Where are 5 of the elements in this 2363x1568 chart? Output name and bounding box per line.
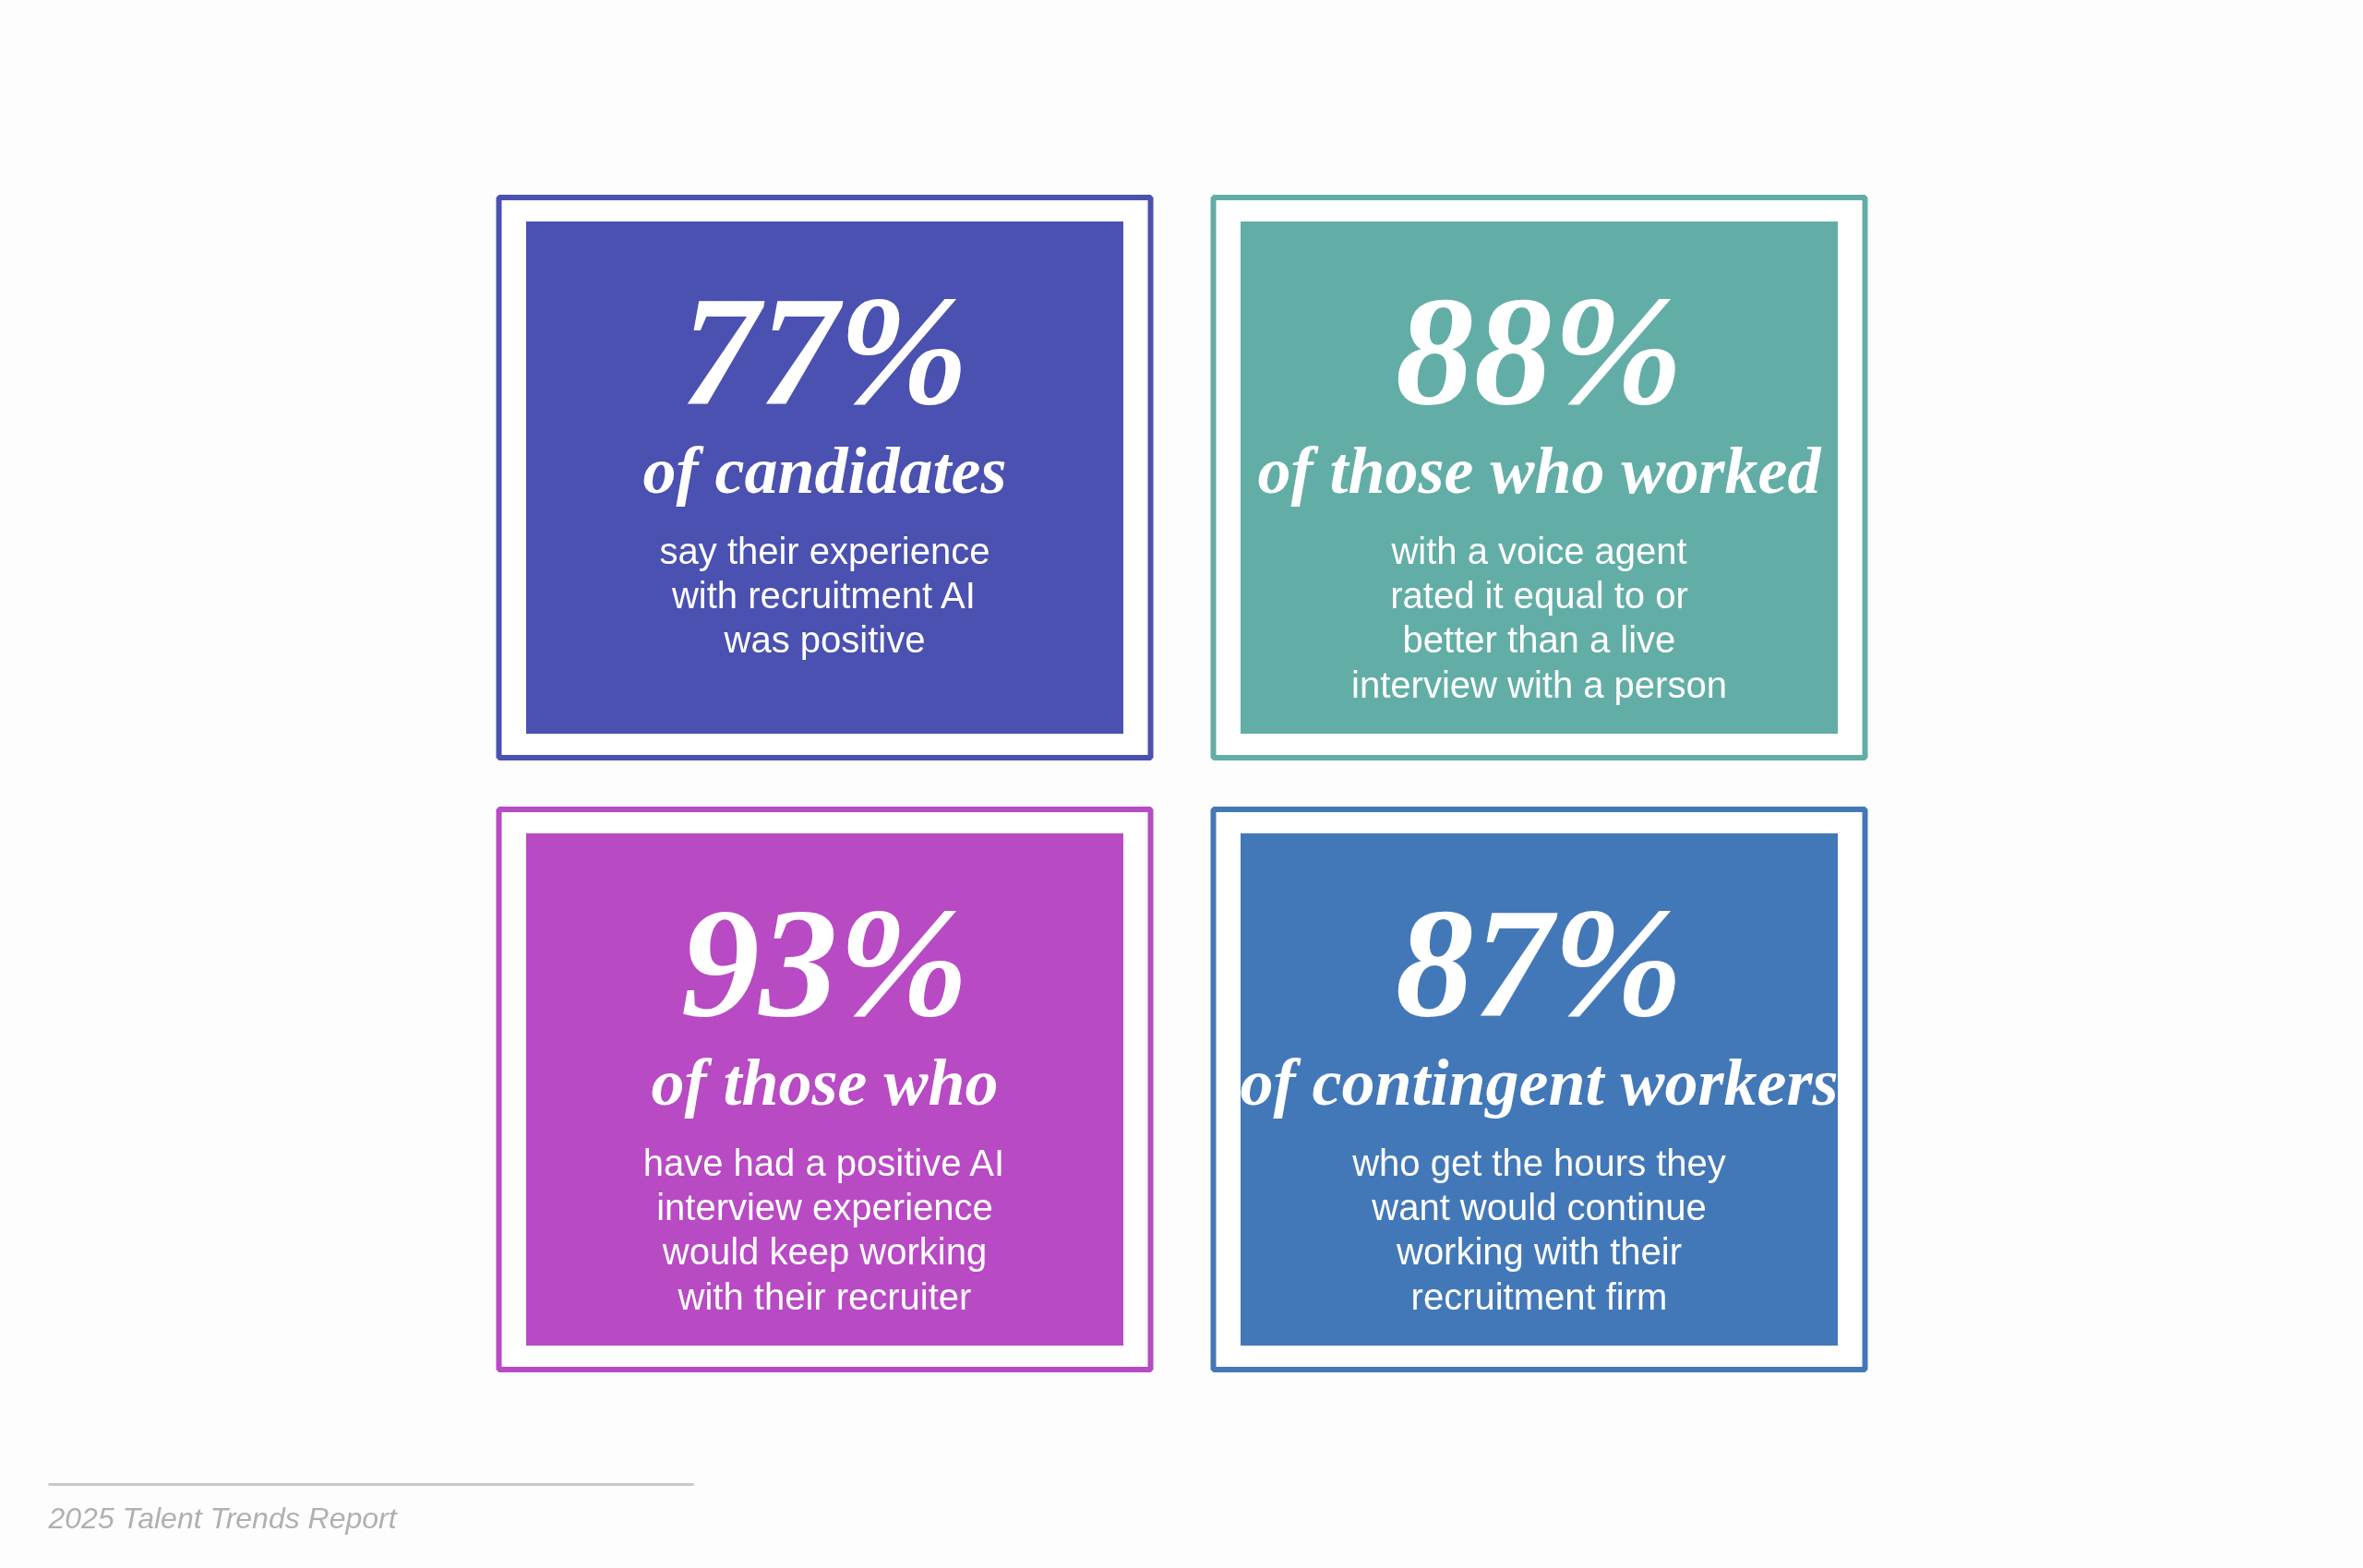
text: 2025 Talent Trends Report (47, 1501, 398, 1535)
text: have had a positive AI interview experience would keep working with their recruiter (642, 1142, 1005, 1317)
text: say their experience with recruitment AI was positive (659, 530, 990, 661)
text: with a voice agent rated it equal to or better than a live interview with a person (1351, 530, 1727, 705)
text: who get the hours they want would continue working with their recruitment firm (1351, 1142, 1726, 1317)
